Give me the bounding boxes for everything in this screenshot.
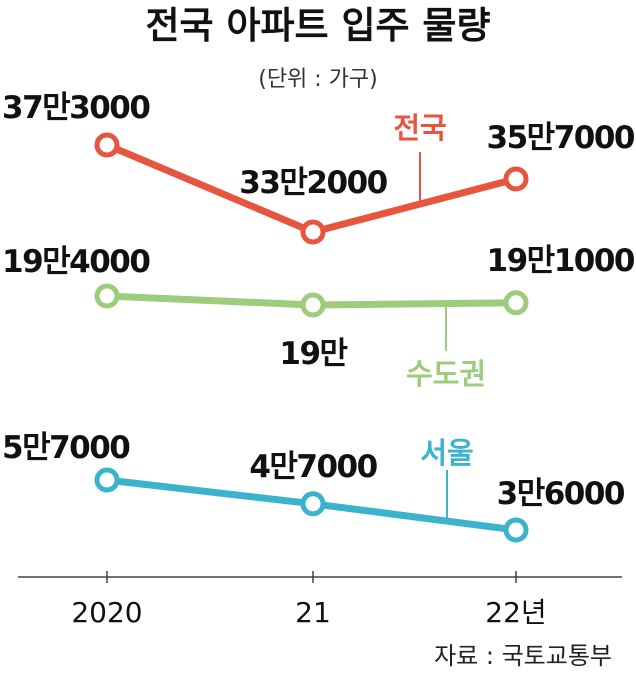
data-point-nationwide-0 — [94, 132, 120, 158]
data-point-nationwide-1 — [300, 219, 326, 245]
series-layer: 37만3000 33만2000 35만7000 전국 19만4000 19만 19만1000… — [2, 90, 636, 543]
unit-label: (단위 : 가구) — [258, 67, 378, 92]
x-tick-label-1: 21 — [295, 596, 331, 629]
data-label-nationwide-0: 37만3000 — [2, 90, 150, 126]
series-name-seoul: 서울 — [420, 436, 473, 470]
series-name-capital-area: 수도권 — [406, 357, 486, 391]
data-label-nationwide-1: 33만2000 — [239, 165, 387, 201]
series-name-nationwide: 전국 — [393, 111, 446, 145]
data-label-capital-area-1: 19만 — [279, 336, 347, 372]
data-label-seoul-2: 3만6000 — [497, 476, 625, 512]
chart-title: 전국 아파트 입주 물량 — [145, 4, 490, 47]
data-point-nationwide-2 — [503, 166, 529, 192]
source-label: 자료 : 국토교통부 — [434, 642, 612, 670]
data-label-seoul-1: 4만7000 — [249, 449, 377, 485]
x-tick-label-2: 22년 — [485, 596, 546, 629]
data-label-capital-area-2: 19만1000 — [487, 243, 635, 279]
x-tick-label-0: 2020 — [71, 596, 142, 629]
data-label-nationwide-2: 35만7000 — [487, 120, 635, 156]
data-point-capital-area-0 — [94, 283, 120, 309]
data-label-capital-area-0: 19만4000 — [2, 244, 150, 280]
data-point-seoul-1 — [300, 491, 326, 517]
data-point-capital-area-1 — [300, 292, 326, 318]
data-point-seoul-0 — [94, 467, 120, 493]
data-point-capital-area-2 — [503, 290, 529, 316]
tick-layer: 2020 21 22년 — [71, 571, 547, 629]
data-point-seoul-2 — [503, 517, 529, 543]
data-label-seoul-0: 5만7000 — [2, 430, 130, 466]
